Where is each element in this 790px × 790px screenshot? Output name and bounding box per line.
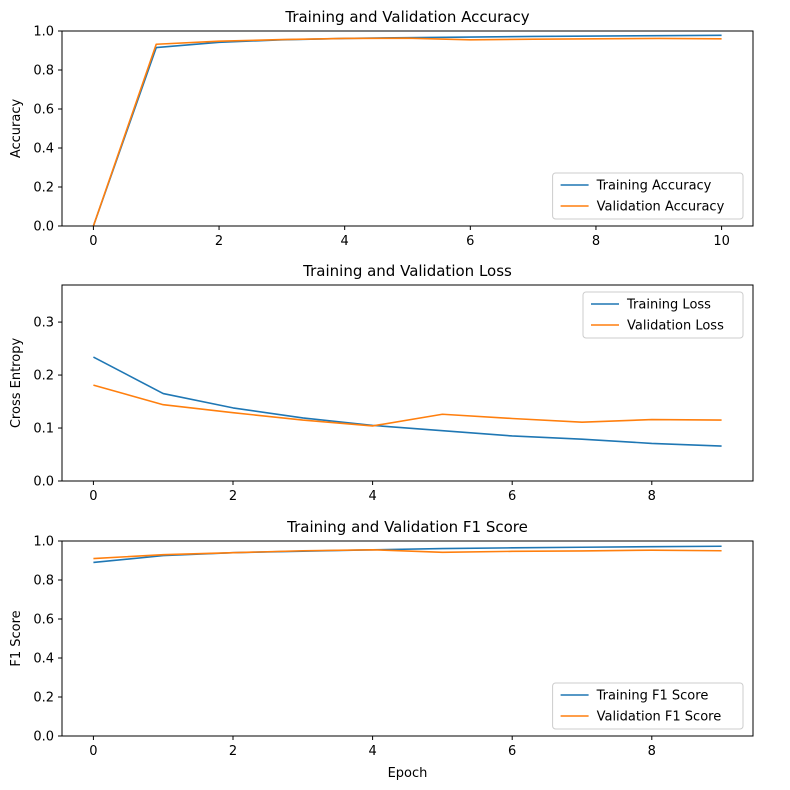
series-line-training xyxy=(93,356,722,447)
x-tick-label: 2 xyxy=(215,234,223,249)
y-tick-label: 1.0 xyxy=(33,25,54,40)
x-tick-label: 0 xyxy=(89,489,97,504)
x-tick-label: 8 xyxy=(592,234,600,249)
axes-frame xyxy=(61,30,754,227)
x-tick-label: 6 xyxy=(466,234,474,249)
y-tick-label: 0.1 xyxy=(33,422,54,437)
legend-box xyxy=(552,682,744,730)
y-tick-label: 0.4 xyxy=(33,142,54,157)
x-tick-label: 6 xyxy=(508,489,516,504)
axes-frame xyxy=(61,284,754,482)
x-tick-label: 4 xyxy=(368,744,376,759)
x-tick-label: 8 xyxy=(648,744,656,759)
x-tick-label: 0 xyxy=(89,744,97,759)
y-tick-label: 0.2 xyxy=(33,691,54,706)
series-line-validation xyxy=(93,548,722,560)
x-tick-label: 6 xyxy=(508,744,516,759)
y-axis-label: F1 Score xyxy=(9,610,24,666)
y-tick-label: 0.0 xyxy=(33,730,54,745)
y-axis-label: Cross Entropy xyxy=(9,338,24,429)
legend: Training F1 Score Validation F1 Score xyxy=(552,682,744,730)
x-tick-label: 8 xyxy=(648,489,656,504)
x-tick-label: 2 xyxy=(229,489,237,504)
legend: Training Accuracy Validation Accuracy xyxy=(552,172,744,220)
legend-label: Training F1 Score xyxy=(596,689,709,704)
y-tick-label: 0.0 xyxy=(33,220,54,235)
legend-label: Training Loss xyxy=(626,298,711,313)
y-tick-label: 0.6 xyxy=(33,613,54,628)
x-tick-label: 4 xyxy=(368,489,376,504)
chart-1: 0 2 4 6 8 10 0.0 0.2 0.4 0.6 0.8 1.0 Training and Va… xyxy=(9,8,754,249)
legend-label: Validation Accuracy xyxy=(597,200,725,215)
x-tick-label: 10 xyxy=(713,234,730,249)
y-tick-label: 0.6 xyxy=(33,103,54,118)
chart-2: 0 2 4 6 8 0.0 0.1 0.2 0.3 Training and Validation… xyxy=(9,262,754,504)
series-line-validation xyxy=(92,37,722,227)
x-axis-label: Epoch xyxy=(388,766,428,781)
x-tick-label: 2 xyxy=(229,744,237,759)
chart-3: 0 2 4 6 8 0.0 0.2 0.4 0.6 0.8 1.0 Training and Vali… xyxy=(9,518,754,781)
y-tick-label: 0.2 xyxy=(33,369,54,384)
legend-box xyxy=(582,291,744,339)
y-axis-label: Accuracy xyxy=(9,99,24,159)
y-tick-label: 0.0 xyxy=(33,475,54,490)
series-line-validation xyxy=(93,384,722,427)
legend-label: Training Accuracy xyxy=(596,179,712,194)
y-tick-label: 0.8 xyxy=(33,574,54,589)
legend-label: Validation Loss xyxy=(627,319,724,334)
y-tick-label: 0.8 xyxy=(33,64,54,79)
y-tick-label: 0.3 xyxy=(33,316,54,331)
x-tick-label: 4 xyxy=(341,234,349,249)
chart-title: Training and Validation Accuracy xyxy=(284,8,529,26)
chart-title: Training and Validation Loss xyxy=(302,262,512,280)
y-tick-label: 1.0 xyxy=(33,535,54,550)
legend-label: Validation F1 Score xyxy=(597,710,722,725)
legend: Training Loss Validation Loss xyxy=(582,291,744,339)
x-tick-label: 0 xyxy=(89,234,97,249)
chart-title: Training and Validation F1 Score xyxy=(286,518,528,536)
y-tick-label: 0.4 xyxy=(33,652,54,667)
y-tick-label: 0.2 xyxy=(33,181,54,196)
axes-frame xyxy=(61,540,754,737)
legend-box xyxy=(552,172,744,220)
